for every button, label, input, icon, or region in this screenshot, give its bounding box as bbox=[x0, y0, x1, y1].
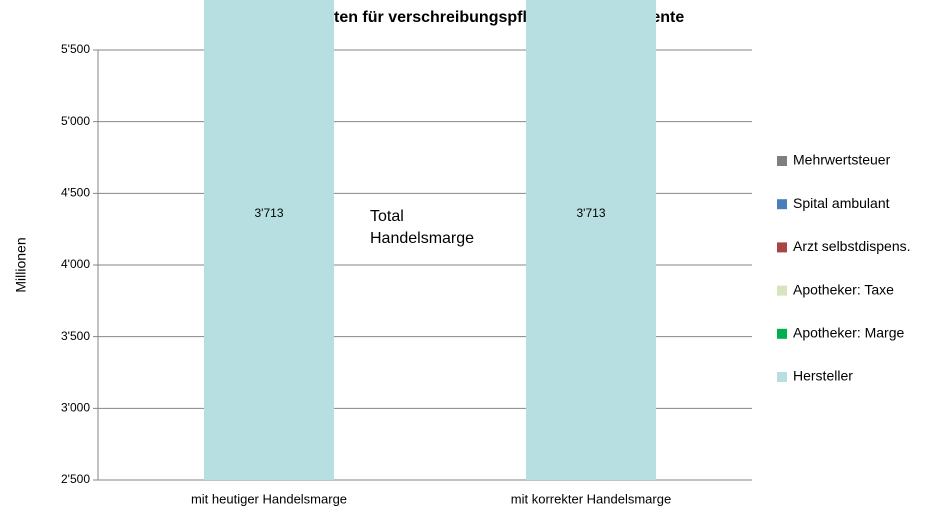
annotation: Total bbox=[370, 208, 404, 225]
y-tick-label: 5'500 bbox=[61, 42, 90, 56]
legend-label: Arzt selbstdispens. bbox=[793, 238, 911, 254]
annotation: Handelsmarge bbox=[370, 230, 474, 247]
legend-label: Apotheker: Taxe bbox=[793, 281, 894, 297]
y-tick-label: 5'000 bbox=[61, 114, 90, 128]
data-label: 3'713 bbox=[255, 206, 284, 220]
legend-label: Mehrwertsteuer bbox=[793, 152, 891, 168]
legend-swatch bbox=[777, 328, 787, 339]
bar-segment bbox=[204, 0, 334, 480]
y-tick-label: 2'500 bbox=[61, 472, 90, 486]
legend-label: Apotheker: Marge bbox=[793, 325, 904, 341]
x-tick-label: mit heutiger Handelsmarge bbox=[191, 491, 347, 506]
legend-swatch bbox=[777, 372, 787, 382]
legend-swatch bbox=[777, 199, 787, 210]
y-tick-label: 3'500 bbox=[61, 329, 90, 343]
legend-label: Hersteller bbox=[793, 368, 853, 384]
legend-swatch bbox=[777, 242, 787, 253]
legend-label: Spital ambulant bbox=[793, 195, 890, 211]
y-axis-label: Millionen bbox=[13, 237, 29, 292]
bar-segment bbox=[526, 0, 656, 480]
legend-swatch bbox=[777, 285, 787, 296]
y-tick-label: 4'500 bbox=[61, 186, 90, 200]
x-tick-label: mit korrekter Handelsmarge bbox=[511, 491, 671, 506]
legend-swatch bbox=[777, 156, 787, 166]
data-label: 3'713 bbox=[577, 206, 606, 220]
y-tick-label: 4'000 bbox=[61, 257, 90, 271]
y-tick-label: 3'000 bbox=[61, 401, 90, 415]
